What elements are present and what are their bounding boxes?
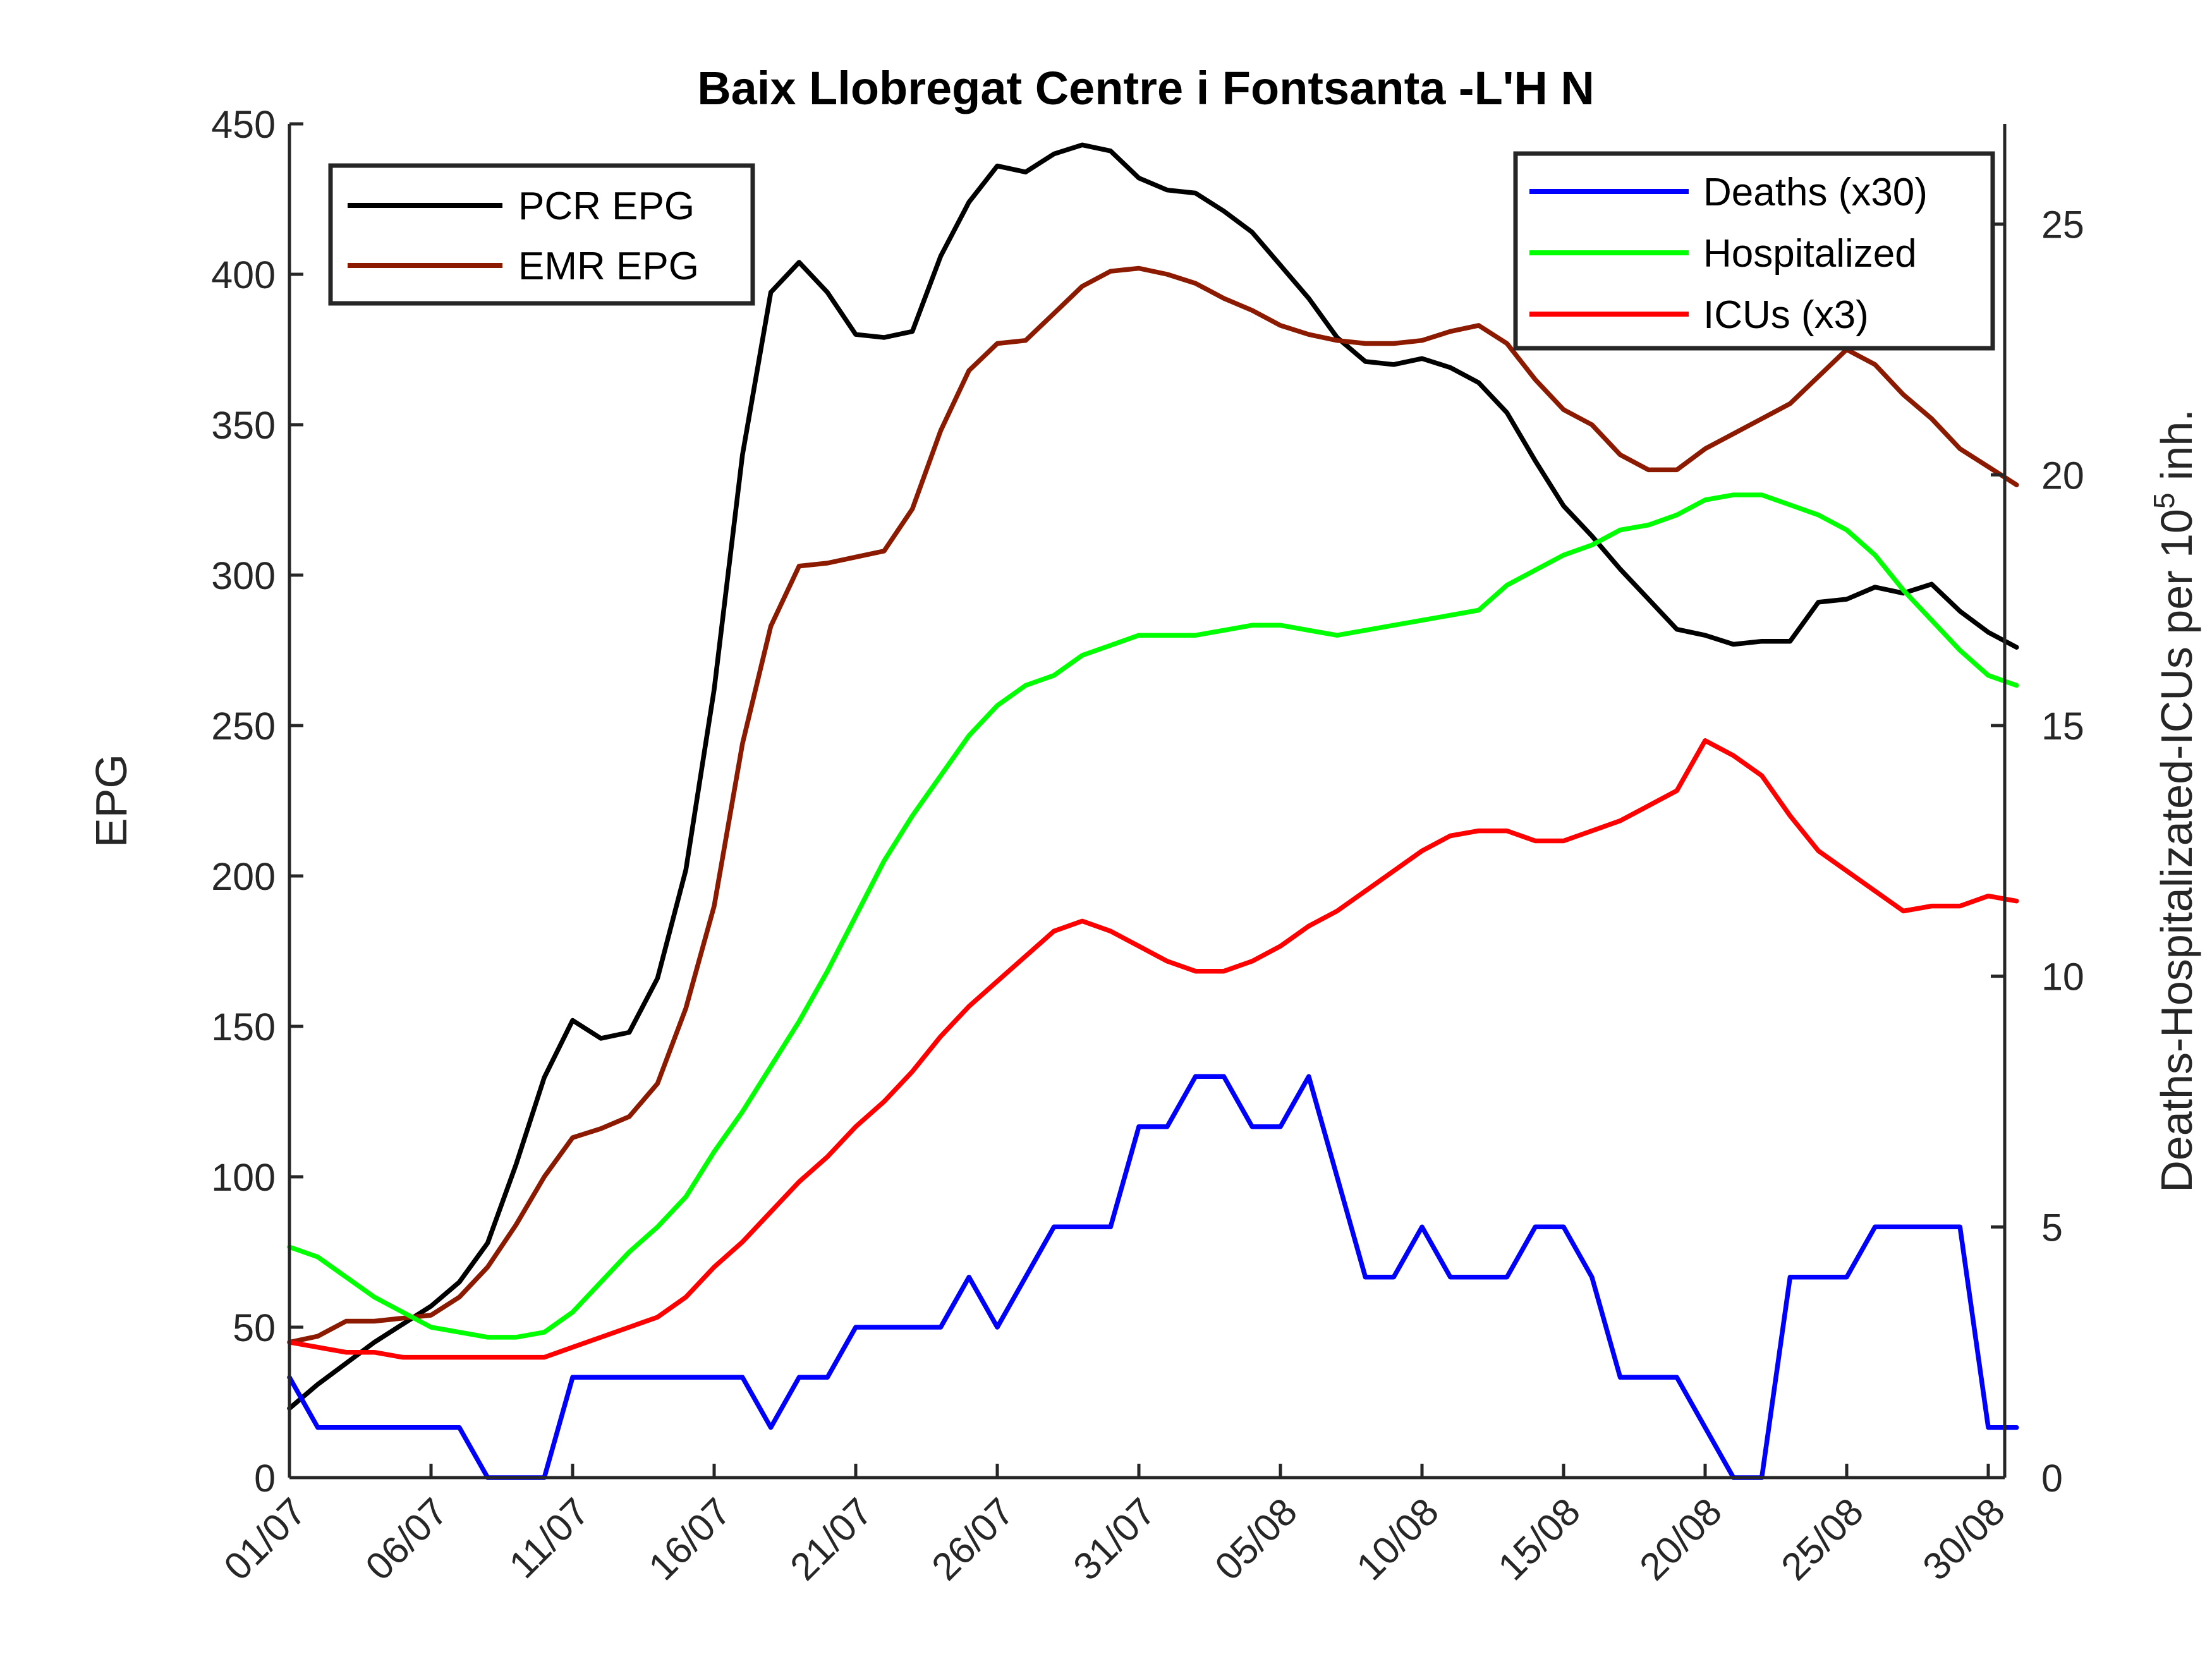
left-y-tick-label: 150: [211, 1006, 276, 1048]
legend-label-pcr-epg: PCR EPG: [518, 185, 695, 228]
right-y-tick-label: 25: [2041, 204, 2084, 246]
left-y-tick-label: 450: [211, 103, 276, 146]
left-y-axis-label: EPG: [87, 754, 136, 848]
legend-label-hospitalized: Hospitalized: [1703, 232, 1917, 276]
left-y-tick-label: 350: [211, 404, 276, 447]
legend-left: PCR EPG EMR EPG: [328, 163, 755, 306]
legend-label-icus: ICUs (x3): [1703, 293, 1869, 337]
series-line-hospitalized: [287, 492, 2019, 1340]
series-line-pcr-epg: [287, 142, 2019, 1411]
left-y-tick-label: 250: [211, 705, 276, 748]
right-y-tick-label: 10: [2041, 956, 2084, 999]
left-y-tick-label: 300: [211, 554, 276, 597]
legend-label-emr-epg: EMR EPG: [518, 245, 699, 288]
right-y-tick-label: 5: [2041, 1206, 2063, 1249]
chart-title: Baix Llobregat Centre i Fontsanta -L'H N: [697, 62, 1595, 114]
right-y-tick-label: 0: [2041, 1457, 2063, 1500]
left-y-tick-label: 100: [211, 1156, 276, 1199]
left-y-tick-label: 200: [211, 855, 276, 898]
right-y-axis-label-sup: 5: [2148, 493, 2180, 509]
legend-left-box: [328, 163, 755, 306]
right-y-ticks: 0 5 10 15 20 25: [1991, 204, 2084, 1500]
legend-right: Deaths (x30) Hospitalized ICUs (x3): [1513, 151, 1995, 351]
left-y-tick-label: 0: [254, 1457, 276, 1500]
right-y-axis-label-main: Deaths-Hospitalizated-ICUs per 10: [2152, 509, 2201, 1193]
series-line-emr-epg: [287, 265, 2019, 1345]
right-y-axis-label-suffix: inh.: [2152, 409, 2201, 492]
right-y-axis-label: Deaths-Hospitalizated-ICUs per 105 inh.: [2148, 409, 2201, 1193]
right-y-tick-label: 15: [2041, 705, 2084, 748]
left-y-tick-label: 400: [211, 253, 276, 296]
series-line-deaths-x30: [287, 1074, 2019, 1480]
series-line-icus-x3: [287, 738, 2019, 1360]
right-y-tick-label: 20: [2041, 454, 2084, 497]
legend-label-deaths: Deaths (x30): [1703, 171, 1928, 214]
left-y-tick-label: 50: [233, 1306, 276, 1349]
series-layer: [287, 142, 2019, 1480]
left-y-ticks: 0 50 100 150 200 250 300 350 400 450: [211, 103, 303, 1500]
